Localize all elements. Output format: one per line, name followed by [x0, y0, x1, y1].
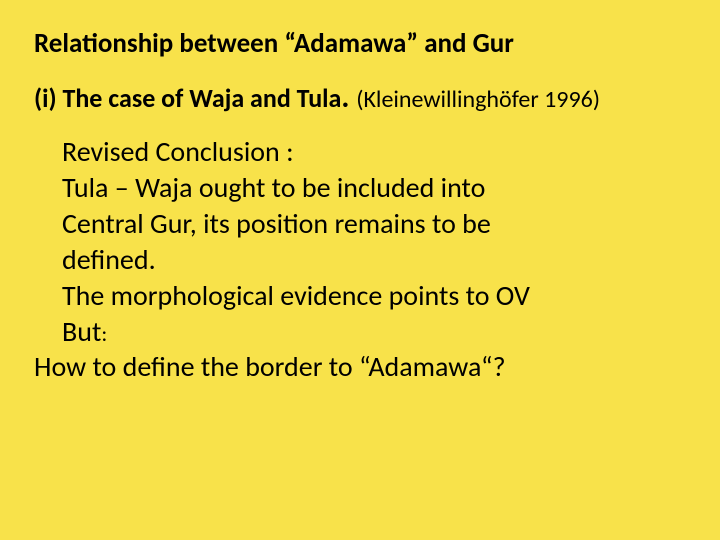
- body-text: Revised Conclusion : Tula – Waja ought t…: [34, 134, 686, 349]
- subtitle-citation: (Kleinewillinghöfer 1996): [356, 85, 600, 114]
- body-line-3: Central Gur, its position remains to be: [62, 206, 686, 242]
- subtitle-index: (i): [34, 82, 62, 114]
- subtitle-dot: .: [341, 79, 356, 116]
- subtitle-text: The case of Waja and Tula: [62, 82, 341, 114]
- body-line-5: The morphological evidence points to OV: [62, 278, 686, 314]
- slide-subtitle: (i) The case of Waja and Tula. (Kleinewi…: [34, 80, 686, 116]
- but-text: But: [62, 314, 101, 349]
- body-line-6: But:: [62, 314, 686, 350]
- closing-question: How to define the border to “Adamawa“?: [34, 349, 686, 385]
- body-line-2: Tula – Waja ought to be included into: [62, 170, 686, 206]
- body-line-1: Revised Conclusion :: [62, 134, 686, 170]
- slide-title: Relationship between “Adamawa” and Gur: [34, 28, 686, 60]
- body-line-4: defined.: [62, 242, 686, 278]
- but-colon: :: [101, 320, 107, 347]
